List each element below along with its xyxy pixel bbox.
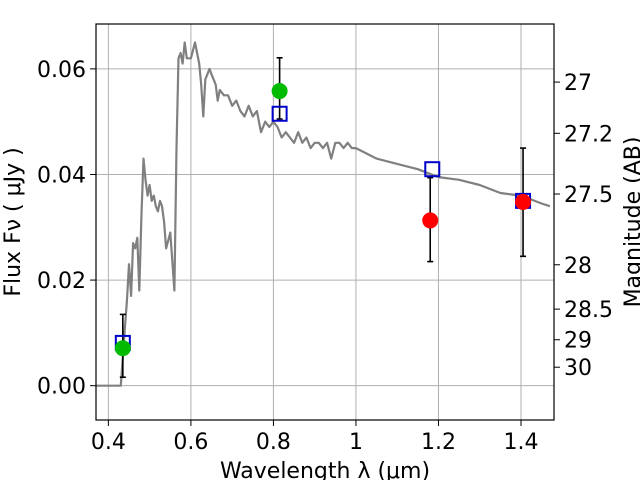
y-tick-label: 0.02 <box>37 269 86 294</box>
observed-flux-point <box>271 83 288 100</box>
y2-axis-label: Magnitude (AB) <box>621 137 640 308</box>
y-axis-label: Flux Fν ( μJy ) <box>1 147 26 296</box>
x-tick-label: 1 <box>349 430 363 455</box>
x-tick-label: 0.8 <box>256 430 291 455</box>
x-axis-label: Wavelength λ (μm) <box>220 459 430 480</box>
y2-tick-label: 28.5 <box>564 298 613 323</box>
model-photometry-square <box>424 161 441 178</box>
y-axis-ticks: 0.00 0.02 0.04 0.06 <box>37 58 96 400</box>
curve-layer <box>96 41 551 387</box>
observed-flux-point <box>114 340 131 357</box>
observed-flux-point <box>422 212 439 229</box>
x-axis-ticks: 0.4 0.6 0.8 1 1.2 1.4 <box>91 420 538 455</box>
plot-frame <box>95 23 555 421</box>
y-tick-label: 0.04 <box>37 163 86 188</box>
y2-tick-label: 27.5 <box>564 183 613 208</box>
y2-tick-label: 30 <box>564 356 592 381</box>
x-tick-label: 1.4 <box>503 430 538 455</box>
y2-tick-label: 27 <box>564 71 592 96</box>
y-tick-label: 0.00 <box>37 375 86 400</box>
y2-tick-label: 28 <box>564 254 592 279</box>
sed-model-curve <box>96 41 551 387</box>
y2-tick-label: 29 <box>564 329 592 354</box>
x-tick-label: 1.2 <box>421 430 456 455</box>
model-photometry-square <box>271 105 288 122</box>
x-tick-label: 0.4 <box>91 430 126 455</box>
points-layer <box>114 56 532 379</box>
y2-tick-label: 27.2 <box>564 122 613 147</box>
y-tick-label: 0.06 <box>37 58 86 83</box>
x-tick-label: 0.6 <box>173 430 208 455</box>
observed-flux-point <box>515 193 532 210</box>
